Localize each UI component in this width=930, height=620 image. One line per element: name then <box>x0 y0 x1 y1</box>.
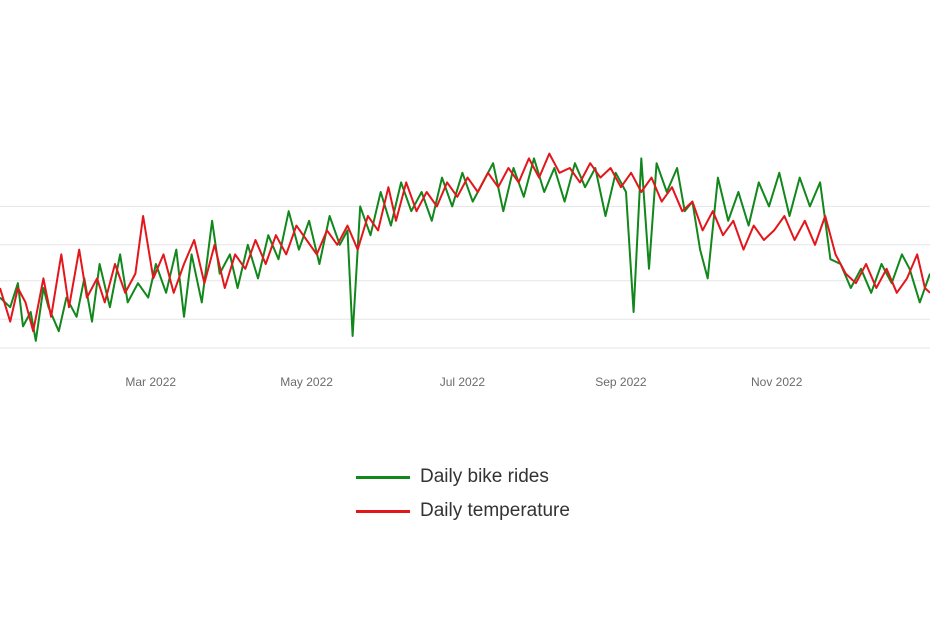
series-1 <box>0 152 930 333</box>
x-tick-label-1: May 2022 <box>280 375 333 389</box>
series-lines <box>0 152 930 342</box>
legend-swatch-temperature <box>356 509 410 513</box>
legend-swatch-bike-rides <box>356 475 410 479</box>
legend-label-temperature: Daily temperature <box>420 500 570 521</box>
series-line-1 <box>0 152 930 333</box>
legend-item-temperature[interactable]: Daily temperature <box>356 494 570 528</box>
x-tick-label-4: Nov 2022 <box>751 375 803 389</box>
legend: Daily bike rides Daily temperature <box>356 460 570 528</box>
series-line-0 <box>0 157 930 342</box>
x-tick-label-3: Sep 2022 <box>595 375 647 389</box>
legend-label-bike-rides: Daily bike rides <box>420 466 549 487</box>
x-tick-label-2: Jul 2022 <box>440 375 486 389</box>
line-chart: Mar 2022 May 2022 Jul 2022 Sep 2022 Nov 2022 <box>0 152 930 389</box>
legend-item-bike-rides[interactable]: Daily bike rides <box>356 460 570 494</box>
x-tick-label-0: Mar 2022 <box>125 375 176 389</box>
series-0 <box>0 157 930 342</box>
gridlines <box>0 205 930 349</box>
x-axis-ticks: Mar 2022 May 2022 Jul 2022 Sep 2022 Nov 2022 <box>125 375 802 389</box>
